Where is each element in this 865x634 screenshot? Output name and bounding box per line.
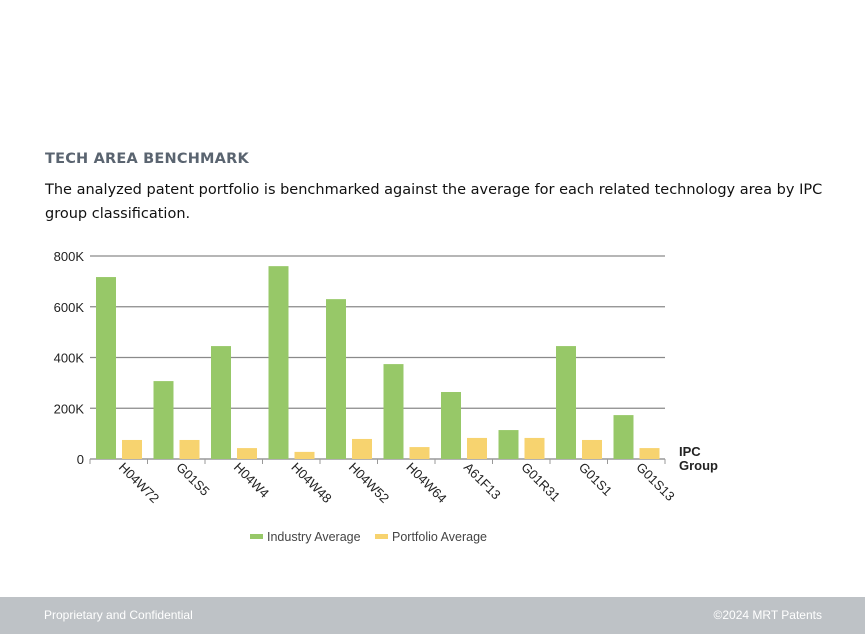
bar-industry	[269, 266, 289, 459]
bar-industry	[614, 415, 634, 459]
legend-swatch	[375, 534, 388, 539]
y-tick-label: 600K	[54, 300, 85, 315]
y-tick-label: 200K	[54, 401, 85, 416]
y-tick-label: 400K	[54, 351, 85, 366]
bar-portfolio	[122, 440, 142, 459]
x-tick-label: G01S13	[633, 460, 677, 504]
bar-industry	[499, 430, 519, 459]
x-axis-label: IPC	[679, 444, 701, 459]
x-axis-label: Group	[679, 458, 718, 473]
bar-industry	[556, 346, 576, 459]
bar-industry	[441, 392, 461, 459]
x-tick-label: G01R31	[518, 460, 563, 505]
bar-industry	[96, 277, 116, 459]
bar-portfolio	[180, 440, 200, 459]
legend-swatch	[250, 534, 263, 539]
y-tick-label: 800K	[54, 249, 85, 264]
footer: Proprietary and Confidential ©2024 MRT P…	[0, 597, 865, 634]
x-tick-label: G01S1	[576, 460, 615, 499]
x-tick-label: G01S5	[173, 460, 212, 499]
bar-industry	[384, 364, 404, 459]
bar-industry	[211, 346, 231, 459]
x-tick-label: H04W72	[116, 460, 162, 506]
bar-portfolio	[582, 440, 602, 459]
x-tick-label: H04W48	[288, 460, 334, 506]
bar-portfolio	[352, 439, 372, 459]
bar-portfolio	[467, 438, 487, 459]
bar-portfolio	[410, 447, 430, 459]
bar-portfolio	[640, 448, 660, 459]
legend-label: Industry Average	[267, 530, 361, 544]
y-tick-label: 0	[77, 452, 84, 467]
bar-portfolio	[295, 452, 315, 459]
bar-portfolio	[525, 438, 545, 459]
bar-industry	[326, 299, 346, 459]
bar-portfolio	[237, 448, 257, 459]
x-tick-label: H04W64	[403, 460, 449, 506]
footer-confidential: Proprietary and Confidential	[44, 608, 193, 622]
x-tick-label: H04W52	[346, 460, 392, 506]
x-tick-label: A61F13	[461, 460, 504, 503]
legend-label: Portfolio Average	[392, 530, 487, 544]
benchmark-chart: 0 200K 400K 600K 800K H04W72 G01S5 H04W4 H04W48 H…	[0, 0, 865, 597]
footer-copyright: ©2024 MRT Patents	[714, 608, 822, 622]
bar-industry	[154, 381, 174, 459]
x-tick-label: H04W4	[231, 460, 272, 501]
